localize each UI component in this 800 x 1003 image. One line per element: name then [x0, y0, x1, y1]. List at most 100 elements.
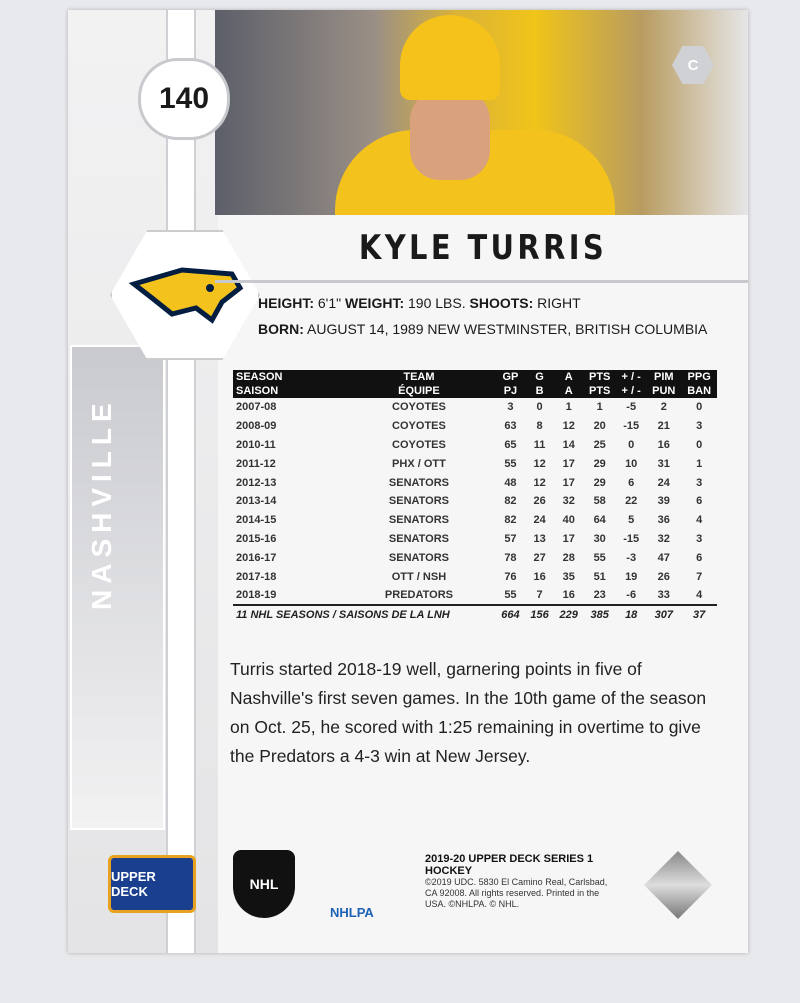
table-cell: 2007-08	[236, 401, 277, 414]
table-cell: 31	[657, 457, 670, 470]
table-cell: SENATORS	[388, 476, 449, 489]
table-cell: 6	[628, 476, 635, 489]
column-header: + / -	[616, 370, 647, 384]
table-cell: 36	[657, 514, 670, 527]
table-cell: 2008-09	[236, 420, 277, 433]
table-cell: 28	[562, 551, 575, 564]
table-row: 2007-08 COYOTES 3 0 1 1 -5 2 0	[233, 398, 717, 417]
table-cell: 63	[504, 420, 517, 433]
copyright: ©2019 UDC. 5830 El Camino Real, Carlsbad…	[425, 877, 608, 909]
table-cell: 1	[565, 401, 572, 414]
stats-table: SEASON TEAM GP G A PTS + / - PIM PPG SAISON ÉQUIPE…	[233, 370, 717, 624]
table-cell: 29	[593, 476, 606, 489]
column-header: BAN	[681, 384, 717, 398]
table-cell: 20	[593, 420, 606, 433]
column-header: PJ	[495, 384, 526, 398]
table-cell: 30	[593, 532, 606, 545]
table-cell: -6	[626, 588, 637, 601]
table-cell: -3	[626, 551, 637, 564]
total-cell: 37	[681, 603, 717, 624]
trading-card: 140 C NASHVILLE KYLE TURRIS HEIGHT: 6'1"…	[68, 10, 748, 953]
table-cell: SENATORS	[388, 495, 449, 508]
table-cell: 48	[504, 476, 517, 489]
table-cell: 65	[504, 438, 517, 451]
column-header: PUN	[646, 384, 682, 398]
divider	[215, 280, 748, 283]
weight: 190 LBS.	[408, 295, 466, 311]
table-cell: 0	[536, 401, 543, 414]
table-cell: 24	[657, 476, 670, 489]
table-cell: OTT / NSH	[391, 570, 447, 583]
table-cell: 39	[657, 495, 670, 508]
table-cell: 19	[625, 570, 638, 583]
nhlpa-logo: NHLPA	[330, 905, 374, 920]
column-header: ÉQUIPE	[342, 384, 496, 398]
table-row: 2018-19 PREDATORS 55 7 16 23 -6 33 4	[233, 586, 717, 605]
birth-info: BORN: AUGUST 14, 1989 NEW WESTMINSTER, B…	[258, 321, 707, 337]
table-cell: 57	[504, 532, 517, 545]
shoots: RIGHT	[537, 295, 581, 311]
table-cell: 78	[504, 551, 517, 564]
table-cell: 2012-13	[236, 476, 277, 489]
table-cell: 58	[593, 495, 606, 508]
table-cell: 2	[660, 401, 667, 414]
table-cell: 21	[657, 420, 670, 433]
total-cell: 229	[554, 603, 584, 624]
table-cell: 0	[628, 438, 635, 451]
column-header: SEASON	[233, 370, 343, 384]
table-cell: 4	[696, 514, 703, 527]
table-row: 2013-14 SENATORS 82 26 32 58 22 39 6	[233, 492, 717, 511]
table-cell: 25	[593, 438, 606, 451]
bio-text: Turris started 2018-19 well, garnering p…	[230, 659, 707, 766]
team-name: NASHVILLE	[86, 397, 117, 610]
table-cell: 3	[696, 420, 703, 433]
column-header: PPG	[681, 370, 717, 384]
hologram	[644, 851, 712, 919]
table-cell: COYOTES	[392, 401, 446, 414]
table-cell: 22	[625, 495, 638, 508]
table-cell: 24	[533, 514, 546, 527]
table-cell: -5	[626, 401, 637, 414]
table-cell: COYOTES	[392, 438, 446, 451]
table-cell: 76	[504, 570, 517, 583]
height-label: HEIGHT:	[258, 295, 314, 311]
table-cell: 82	[504, 514, 517, 527]
column-header: A	[554, 370, 584, 384]
table-cell: 8	[536, 420, 543, 433]
totals-row: 11 NHL SEASONS / SAISONS DE LA LNH 664 156…	[233, 603, 717, 624]
table-row: 2008-09 COYOTES 63 8 12 20 -15 21 3	[233, 417, 717, 436]
set-name: 2019-20 UPPER DECK SERIES 1 HOCKEY	[425, 853, 594, 877]
table-cell: 13	[533, 532, 546, 545]
table-cell: -15	[623, 420, 640, 433]
column-header: PIM	[646, 370, 682, 384]
column-header: B	[525, 384, 555, 398]
table-cell: SENATORS	[388, 514, 449, 527]
table-cell: 55	[504, 457, 517, 470]
table-cell: 10	[625, 457, 638, 470]
table-cell: -15	[623, 532, 640, 545]
column-header: GP	[495, 370, 526, 384]
table-cell: PHX / OTT	[392, 457, 446, 470]
legal-text: 2019-20 UPPER DECK SERIES 1 HOCKEY ©2019…	[425, 853, 615, 910]
table-cell: 29	[593, 457, 606, 470]
table-cell: 51	[593, 570, 606, 583]
table-cell: 2011-12	[236, 457, 276, 470]
table-cell: 7	[696, 570, 703, 583]
column-header: PTS	[583, 370, 617, 384]
column-header: + / -	[616, 384, 647, 398]
table-cell: 0	[696, 401, 703, 414]
table-row: 2011-12 PHX / OTT 55 12 17 29 10 31 1	[233, 454, 717, 473]
table-cell: 2014-15	[236, 514, 277, 527]
column-header: A	[554, 384, 584, 398]
table-row: 2012-13 SENATORS 48 12 17 29 6 24 3	[233, 473, 717, 492]
table-cell: 26	[657, 570, 670, 583]
table-cell: 33	[657, 588, 670, 601]
table-cell: 2013-14	[236, 495, 277, 508]
table-cell: 32	[657, 532, 670, 545]
total-cell: 156	[525, 603, 555, 624]
table-row: 2010-11 COYOTES 65 11 14 25 0 16 0	[233, 436, 717, 455]
helmet	[400, 15, 500, 100]
table-cell: 2018-19	[236, 588, 277, 601]
born: AUGUST 14, 1989 NEW WESTMINSTER, BRITISH…	[307, 321, 708, 337]
table-cell: 1	[596, 401, 603, 414]
